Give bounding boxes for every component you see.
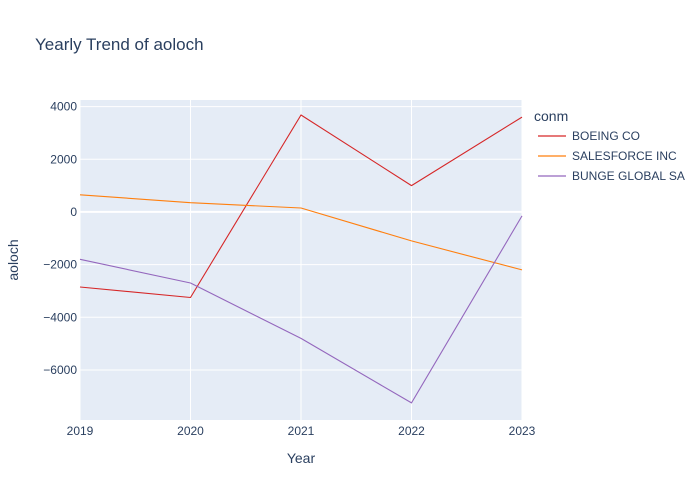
- x-tick-label: 2022: [398, 424, 425, 438]
- legend-item-label: SALESFORCE INC: [572, 149, 677, 163]
- x-tick-label: 2023: [509, 424, 536, 438]
- series-line-0: [79, 114, 523, 299]
- grid-lines: [79, 100, 523, 420]
- series-line-2: [79, 215, 523, 404]
- x-axis-title: Year: [287, 450, 316, 466]
- legend-title: conm: [534, 108, 568, 124]
- x-tick-label: 2019: [67, 424, 94, 438]
- legend-item-label: BUNGE GLOBAL SA: [572, 169, 685, 183]
- y-tick-label: −4000: [43, 310, 77, 324]
- y-axis-title: aoloch: [5, 239, 21, 280]
- series-line-1: [79, 194, 523, 271]
- y-tick-label: 2000: [50, 152, 77, 166]
- y-tick-label: 0: [70, 205, 77, 219]
- series-lines: [79, 114, 523, 404]
- y-tick-label: 4000: [50, 100, 77, 114]
- y-tick-label: −6000: [43, 363, 77, 377]
- x-tick-label: 2020: [177, 424, 204, 438]
- chart-title: Yearly Trend of aoloch: [35, 35, 204, 54]
- legend: conm BOEING CO SALESFORCE INC BUNGE GLOBAL…: [534, 108, 685, 183]
- x-tick-label: 2021: [288, 424, 315, 438]
- tick-labels: 2019 2020 2021 2022 2023 4000 2000 0 −2000 −4000 −…: [43, 100, 535, 438]
- legend-item-label: BOEING CO: [572, 129, 640, 143]
- y-tick-label: −2000: [43, 258, 77, 272]
